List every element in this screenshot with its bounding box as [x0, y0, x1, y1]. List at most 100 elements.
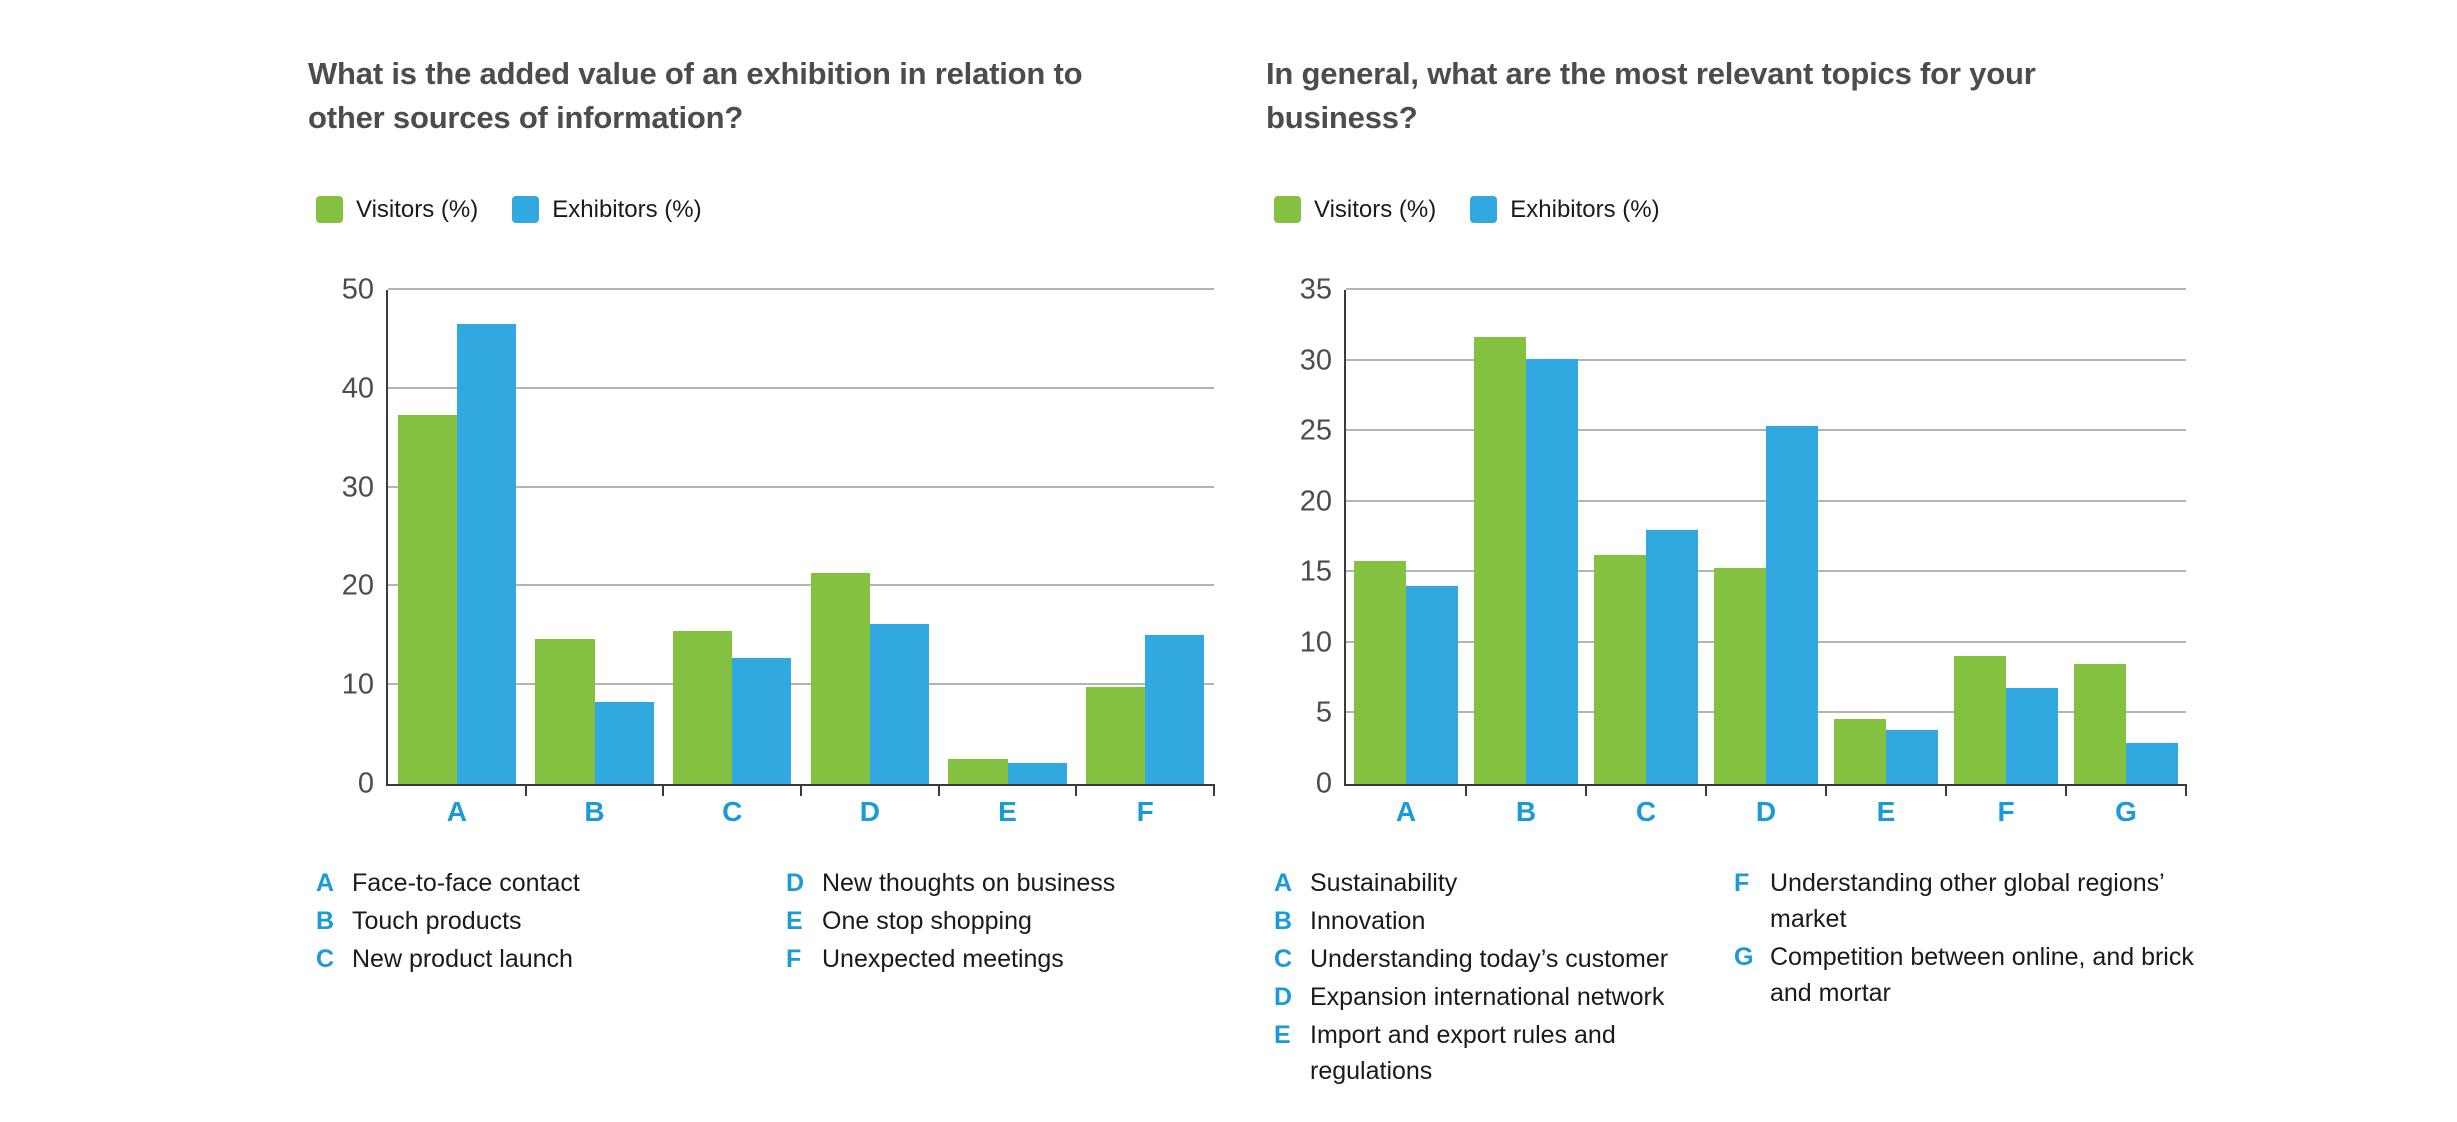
- bar-group-d: [1706, 290, 1827, 796]
- bar-group-e: [939, 290, 1078, 796]
- bar-d-visitors: [1714, 568, 1766, 784]
- x-axis-tick: [1465, 784, 1467, 796]
- legend-swatch-green-icon: [316, 196, 343, 223]
- legend-swatch-green-icon: [1274, 196, 1301, 223]
- legend-label-visitors: Visitors (%): [356, 195, 479, 223]
- legend-swatch-blue-icon: [1470, 196, 1498, 223]
- page-title: In general, what are the most relevant t…: [1266, 55, 2036, 135]
- key-item-g: G Competition between online, and brick a…: [1734, 939, 2194, 1011]
- key-letter: D: [786, 869, 805, 897]
- bar-e-exhibitors: [1007, 763, 1067, 784]
- legend-label-exhibitors: Exhibitors (%): [552, 195, 702, 223]
- x-axis-tick: [2065, 784, 2067, 796]
- key-letter: F: [1734, 869, 1750, 897]
- chart-panel-relevant-topics: In general, what are the most relevant t…: [1258, 0, 2258, 1122]
- bar-c-visitors: [672, 630, 733, 784]
- key-letter: C: [1274, 945, 1293, 973]
- category-key-left: A Face-to-face contact B Touch products C New…: [316, 865, 1256, 979]
- bar-f-visitors: [1086, 687, 1146, 784]
- key-text: Competition between online, and brick an…: [1770, 943, 2194, 1007]
- key-text: Face-to-face contact: [352, 869, 580, 897]
- page-title: What is the added value of an exhibition…: [308, 55, 1083, 135]
- bar-group-d: [801, 290, 940, 796]
- key-letter: E: [786, 907, 803, 935]
- legend-swatch-blue-icon: [512, 196, 540, 223]
- key-item-d: D Expansion international network: [1274, 979, 1734, 1015]
- key-item-f: F Understanding other global regions’ mar…: [1734, 865, 2194, 937]
- y-axis-tick-label: 0: [1315, 767, 1332, 800]
- x-axis-label-e: E: [1876, 796, 1896, 827]
- key-letter: G: [1734, 943, 1754, 971]
- key-letter: C: [316, 945, 335, 973]
- key-item-f: F Unexpected meetings: [786, 941, 1256, 977]
- bar-b-exhibitors: [1526, 359, 1578, 784]
- key-text: Import and export rules and regulations: [1310, 1021, 1616, 1085]
- bar-chart-relevant-topics: 0 5 10 15 20 25 30 35 A B C D E F G: [1274, 266, 2187, 826]
- x-axis-tick: [937, 784, 940, 796]
- bar-groups: [388, 290, 1216, 796]
- key-letter: E: [1274, 1021, 1291, 1049]
- category-key-right: A Sustainability B Innovation C Understanding…: [1274, 865, 2234, 1091]
- bar-c-visitors: [1594, 555, 1646, 784]
- x-axis-tick: [524, 784, 527, 796]
- key-text: Understanding other global regions’ mark…: [1770, 869, 2164, 933]
- key-text: Understanding today’s customer: [1310, 945, 1669, 973]
- y-axis-tick-label: 20: [341, 569, 374, 602]
- gridline: [388, 386, 1214, 389]
- key-letter: F: [786, 945, 802, 973]
- key-item-e: E One stop shopping: [786, 903, 1256, 939]
- key-text: New thoughts on business: [822, 869, 1116, 897]
- y-axis-tick-label: 25: [1299, 414, 1332, 447]
- chart-legend: Visitors (%) Exhibitors (%): [316, 196, 702, 223]
- bar-group-b: [526, 290, 665, 796]
- x-axis-labels: A B C D E F: [388, 798, 1214, 826]
- x-axis-label-d: D: [859, 796, 880, 827]
- bar-group-b: [1466, 290, 1587, 796]
- key-text: One stop shopping: [822, 907, 1032, 935]
- bar-c-exhibitors: [1646, 529, 1698, 784]
- chart-legend: Visitors (%) Exhibitors (%): [1274, 196, 1660, 223]
- y-axis-tick-label: 50: [341, 273, 374, 306]
- x-axis-label-d: D: [1755, 796, 1777, 827]
- gridline: [388, 683, 1214, 686]
- x-axis-tick: [1945, 784, 1947, 796]
- chart-panel-added-value: What is the added value of an exhibition…: [300, 0, 1260, 1122]
- bar-group-a: [388, 290, 527, 796]
- bar-b-exhibitors: [594, 702, 654, 784]
- bar-d-exhibitors: [1766, 425, 1818, 784]
- bar-b-visitors: [535, 638, 595, 784]
- key-column-2: D New thoughts on business E One stop shopp…: [786, 865, 1256, 979]
- key-item-d: D New thoughts on business: [786, 865, 1256, 901]
- key-letter: B: [316, 907, 335, 935]
- key-item-e: E Import and export rules and regulations: [1274, 1017, 1734, 1089]
- bar-group-c: [663, 290, 803, 796]
- y-axis-tick-label: 30: [1299, 344, 1332, 377]
- key-item-a: A Face-to-face contact: [316, 865, 786, 901]
- key-column-1: A Sustainability B Innovation C Understanding…: [1274, 865, 1734, 1091]
- x-axis-label-g: G: [2115, 796, 2137, 827]
- bar-a-exhibitors: [456, 323, 517, 784]
- bar-f-visitors: [1954, 655, 2006, 784]
- key-text: Expansion international network: [1310, 983, 1665, 1011]
- bar-group-f: [1076, 290, 1216, 796]
- key-item-c: C Understanding today’s customer: [1274, 941, 1734, 977]
- bar-e-exhibitors: [1886, 730, 1938, 784]
- key-letter: A: [1274, 869, 1293, 897]
- bar-group-g: [2066, 290, 2187, 796]
- key-item-b: B Innovation: [1274, 903, 1734, 939]
- bar-f-exhibitors: [2006, 688, 2058, 784]
- bar-chart-added-value: 0 10 20 30 40 50 A B C D E F: [316, 266, 1216, 826]
- y-axis-tick-label: 15: [1299, 555, 1332, 588]
- bar-groups: [1346, 290, 2187, 796]
- key-text: Innovation: [1310, 907, 1426, 935]
- bar-c-exhibitors: [732, 657, 792, 784]
- legend-label-visitors: Visitors (%): [1314, 195, 1437, 223]
- legend-label-exhibitors: Exhibitors (%): [1510, 195, 1660, 223]
- gridline: [388, 288, 1214, 290]
- bar-group-e: [1826, 290, 1947, 796]
- bar-f-exhibitors: [1145, 634, 1205, 784]
- legend-item-exhibitors: Exhibitors (%): [1470, 195, 1660, 223]
- key-text: New product launch: [352, 945, 573, 973]
- key-item-b: B Touch products: [316, 903, 786, 939]
